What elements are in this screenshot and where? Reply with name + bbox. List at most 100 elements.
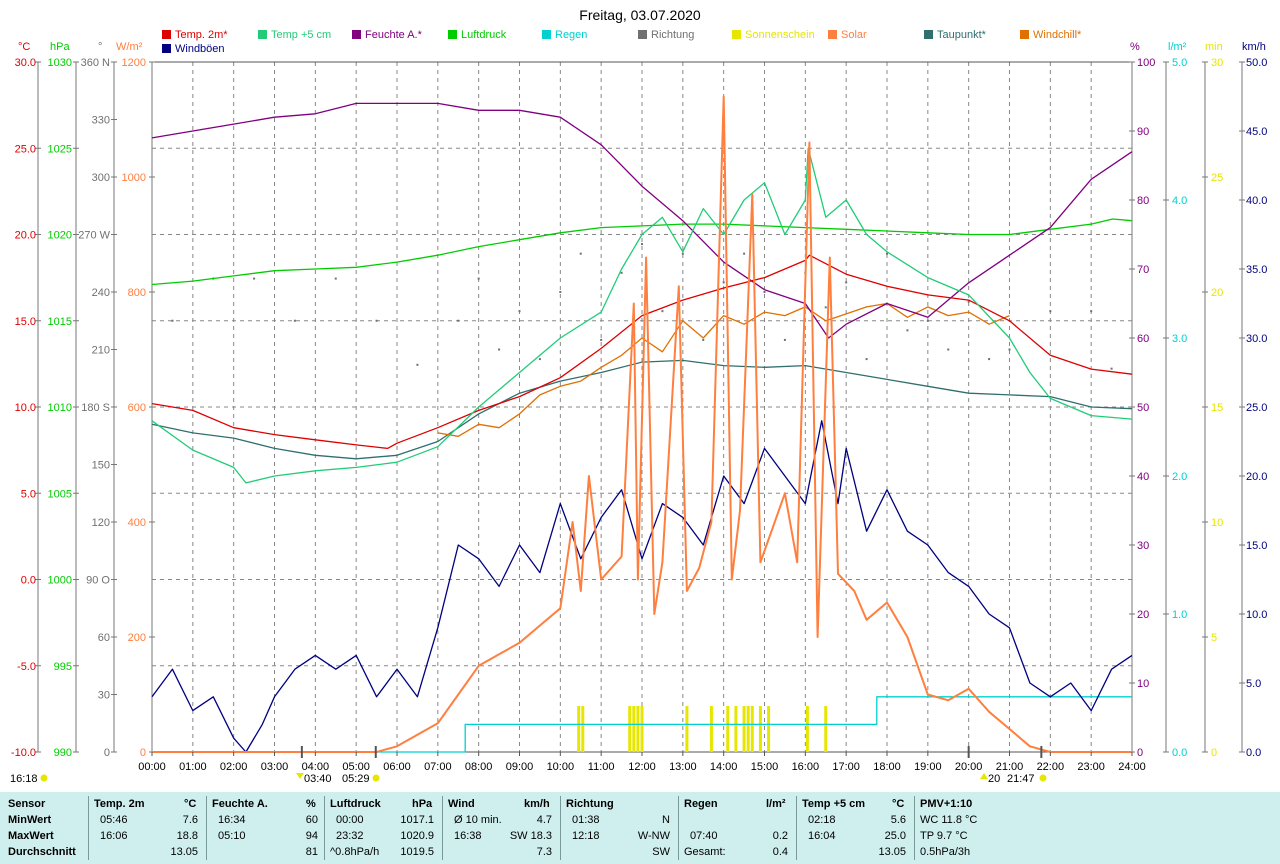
time-tick-label: 13:00 [669, 761, 697, 773]
axis-tick-label-temp: -10.0 [11, 747, 36, 759]
axis-tick-label-direction: 120 [92, 517, 110, 529]
axis-unit-direction: ° [98, 41, 102, 53]
row-label-avg: Durchschnitt [8, 846, 76, 858]
direction-point [988, 358, 991, 361]
time-tick-label: 12:00 [628, 761, 656, 773]
axis-tick-label-sunshine: 15 [1211, 402, 1223, 414]
series-line-wind-gusts [151, 420, 1133, 753]
axis-tick-label-direction: 210 [92, 345, 110, 357]
axis-unit-pressure: hPa [50, 41, 70, 53]
min-t5-value: 5.6 [890, 814, 906, 826]
time-tick-label: 14:00 [710, 761, 738, 773]
pmv-tp: TP 9.7 °C [920, 830, 968, 842]
sunshine-bar [758, 706, 762, 752]
legend-swatch [162, 30, 171, 39]
hdr-pmv: PMV+1:10 [920, 798, 973, 810]
time-axis: 00:00 01:00 02:00 03:00 04:00 05:00 06:00 07:00… [138, 752, 1146, 773]
max-press-value: 1020.9 [400, 830, 434, 842]
sunshine-bar [746, 706, 750, 752]
axis-tick-label-wind: 40.0 [1246, 195, 1267, 207]
legend-label: Temp +5 cm [271, 29, 331, 41]
sunshine-bar [734, 706, 738, 752]
axis-tick-label-temp: 25.0 [15, 143, 36, 155]
time-tick-label: 23:00 [1077, 761, 1105, 773]
legend-label: Richtung [651, 29, 694, 41]
direction-point [600, 338, 603, 341]
direction-point [845, 281, 848, 284]
axis-tick-label-direction: 0 [104, 747, 110, 759]
hdr-sensor: Sensor [8, 798, 46, 810]
moon-icon [40, 774, 48, 782]
time-tick-label: 16:00 [792, 761, 820, 773]
avg-temp-value: 13.05 [170, 846, 198, 858]
axis-tick-label-wind: 20.0 [1246, 471, 1267, 483]
series-line-windchill [437, 302, 1010, 437]
axis-tick-label-temp: 10.0 [15, 402, 36, 414]
legend-swatch [542, 30, 551, 39]
hdr-wind-unit: km/h [524, 798, 550, 810]
legend-swatch [162, 44, 171, 53]
time-tick-label: 11:00 [588, 761, 615, 773]
min-wind-time: Ø 10 min. [454, 814, 502, 826]
legend-label: Solar [841, 29, 867, 41]
axis-tick-label-temp: 0.0 [21, 575, 36, 587]
min-wind-value: 4.7 [536, 814, 552, 826]
series-line-pressure [151, 218, 1133, 286]
sunshine-bar [709, 706, 713, 752]
plot-area [151, 95, 1133, 753]
axis-unit-sunshine: min [1205, 41, 1223, 53]
axis-tick-label-direction: 270 W [78, 230, 110, 242]
rain-total-value: 0.4 [772, 846, 788, 858]
time-tick-label: 20:00 [955, 761, 983, 773]
avg-hum-value: 81 [305, 846, 318, 858]
axis-tick-label-wind: 45.0 [1246, 126, 1267, 138]
time-tick-label: 05:00 [342, 761, 370, 773]
max-temp-time: 16:06 [100, 830, 128, 842]
time-tick-label: 24:00 [1118, 761, 1146, 773]
direction-point [477, 277, 480, 280]
direction-point [293, 319, 296, 322]
axis-tick-label-pressure: 995 [54, 661, 72, 673]
sunshine-bar [750, 706, 754, 752]
axis-tick-label-direction: 60 [98, 632, 110, 644]
axis-tick-label-direction: 300 [92, 172, 110, 184]
axis-tick-label-sunshine: 30 [1211, 57, 1223, 69]
axis-tick-label-temp: 20.0 [15, 230, 36, 242]
direction-point [947, 348, 950, 351]
time-tick-label: 01:00 [179, 761, 207, 773]
time-tick-label: 18:00 [873, 761, 901, 773]
axis-unit-humidity: % [1130, 41, 1140, 53]
sunshine-bar [824, 706, 828, 752]
direction-point [906, 329, 909, 332]
sunshine-bar [640, 706, 644, 752]
time-tick-label: 17:00 [832, 761, 860, 773]
axis-tick-label-humidity: 60 [1137, 333, 1149, 345]
legend-label: Windböen [175, 43, 225, 55]
axis-tick-label-solar: 600 [128, 402, 146, 414]
axis-tick-label-rain: 1.0 [1172, 609, 1187, 621]
sunshine-bar [742, 706, 746, 752]
hdr-rain: Regen [684, 798, 718, 810]
axis-tick-label-sunshine: 10 [1211, 517, 1223, 529]
direction-point [334, 277, 337, 280]
time-tick-label: 06:00 [383, 761, 411, 773]
direction-point [1008, 348, 1011, 351]
axis-tick-label-pressure: 1030 [48, 57, 72, 69]
axis-tick-label-temp: 30.0 [15, 57, 36, 69]
axis-tick-label-sunshine: 5 [1211, 632, 1217, 644]
min-press-time: 00:00 [336, 814, 364, 826]
hdr-press: Luftdruck [330, 798, 381, 810]
time-tick-label: 19:00 [914, 761, 942, 773]
legend-label: Taupunkt* [937, 29, 987, 41]
avg-t5-value: 13.05 [878, 846, 906, 858]
series-line-humidity [151, 102, 1133, 339]
legend-label: Luftdruck [461, 29, 507, 41]
direction-point [886, 252, 888, 255]
max-press-time: 23:32 [336, 830, 364, 842]
axis-tick-label-rain: 2.0 [1172, 471, 1187, 483]
axis-tick-label-humidity: 0 [1137, 747, 1143, 759]
max-dir-value: W-NW [637, 830, 670, 842]
axis-tick-label-humidity: 50 [1137, 402, 1149, 414]
axis-tick-label-humidity: 40 [1137, 471, 1149, 483]
axis-tick-label-pressure: 1005 [48, 488, 72, 500]
